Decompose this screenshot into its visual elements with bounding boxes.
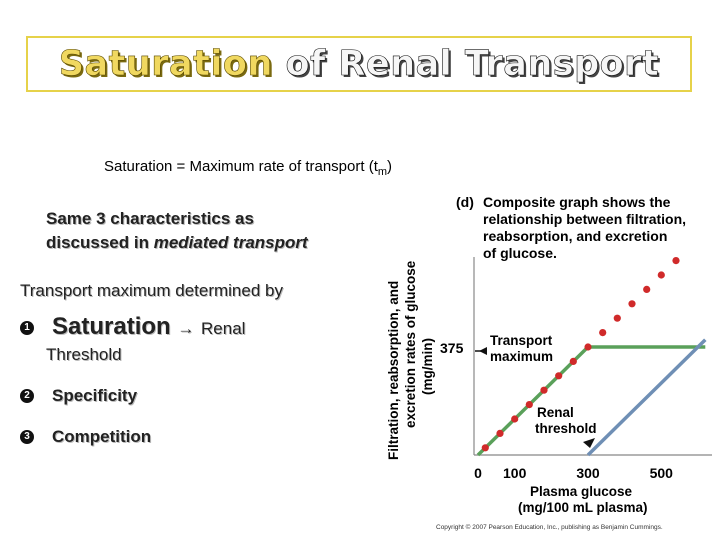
plot-area: [476, 257, 707, 457]
definition-close: ): [387, 158, 393, 175]
x-axis-label-1: Plasma glucose: [530, 484, 633, 499]
item-saturation-renal: Renal: [201, 319, 246, 338]
data-point: [496, 429, 504, 437]
annotation-renal-2: threshold: [535, 421, 597, 436]
title-word-saturation: Saturation: [58, 44, 273, 85]
data-point: [525, 401, 533, 409]
title-rest: of Renal Transport: [285, 44, 660, 85]
data-point: [672, 257, 680, 265]
data-point: [511, 415, 519, 423]
data-point: [657, 271, 665, 279]
data-point: [613, 314, 621, 322]
slide-title: Saturation of Renal Transport: [28, 44, 690, 85]
caption-line-3: reabsorption, and excretion: [483, 228, 667, 244]
tm-heading: Transport maximum determined by: [20, 281, 283, 300]
bullet-1: 1: [20, 321, 34, 335]
same-line2-emphasis: mediated transport: [153, 233, 308, 252]
caption-tag: (d): [456, 194, 474, 210]
x-axis-label-2: (mg/100 mL plasma): [518, 500, 648, 515]
caption-line-4: of glucose.: [483, 245, 557, 261]
data-point: [599, 329, 607, 337]
data-point: [540, 386, 548, 394]
y-axis-label-1: Filtration, reabsorption, and: [386, 281, 401, 460]
data-point: [584, 343, 592, 351]
x-tick-0: 0: [474, 465, 482, 481]
data-point: [643, 285, 651, 293]
title-box: Saturation of Renal Transport: [26, 36, 692, 92]
x-tick-300: 300: [576, 465, 600, 481]
same-characteristics: Same 3 characteristics as discussed in m…: [46, 207, 308, 255]
item-competition: Competition: [52, 427, 152, 446]
item-saturation-label: Saturation: [52, 313, 171, 340]
item-specificity: Specificity: [52, 386, 138, 405]
data-point: [481, 444, 489, 452]
data-point: [628, 300, 636, 308]
annotation-transport-1: Transport: [490, 333, 553, 348]
y-axis-label: Filtration, reabsorption, and excretion …: [386, 260, 435, 460]
annotation-transport-2: maximum: [490, 349, 553, 364]
x-tick-100: 100: [503, 465, 527, 481]
x-tick-500: 500: [650, 465, 674, 481]
y-axis-label-3: (mg/min): [420, 338, 435, 395]
definition-text: Saturation = Maximum rate of transport (…: [104, 158, 378, 175]
y-axis-label-2: excretion rates of glucose: [403, 260, 418, 428]
same-line2-prefix: discussed in: [46, 233, 154, 252]
arrow-icon: →: [177, 319, 195, 338]
caption-line-1: Composite graph shows the: [483, 194, 671, 210]
definition-subscript: m: [377, 166, 388, 178]
copyright: Copyright © 2007 Pearson Education, Inc.…: [436, 524, 663, 531]
item-saturation: Saturation → Renal: [52, 313, 245, 341]
item-saturation-continued: Threshold: [46, 345, 122, 364]
renal-arrow-icon: [583, 438, 595, 448]
same-line2: discussed in mediated transport: [46, 231, 308, 255]
bullet-3: 3: [20, 430, 34, 444]
data-point: [569, 357, 577, 365]
y-tick-375: 375: [440, 340, 464, 356]
series-line-1: [586, 338, 707, 457]
saturation-definition: Saturation = Maximum rate of transport (…: [104, 158, 392, 178]
caption-line-2: relationship between filtration,: [483, 211, 686, 227]
data-point: [555, 372, 563, 380]
same-line1: Same 3 characteristics as: [46, 209, 254, 228]
annotation-renal-1: Renal: [537, 405, 574, 420]
bullet-2: 2: [20, 389, 34, 403]
